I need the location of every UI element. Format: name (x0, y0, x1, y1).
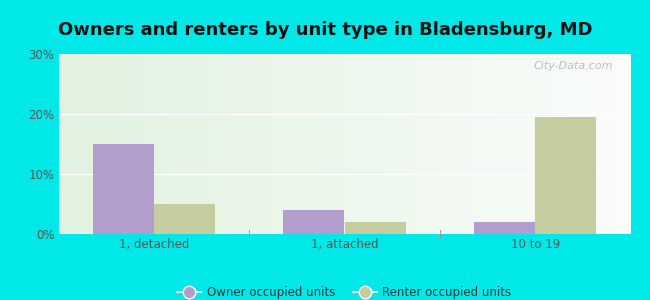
Bar (93, 144, 154, 234)
Bar (283, 210, 344, 234)
Legend: Owner occupied units, Renter occupied units: Owner occupied units, Renter occupied un… (173, 281, 516, 300)
Bar (344, 222, 406, 234)
Bar (535, 117, 596, 234)
Text: Owners and renters by unit type in Bladensburg, MD: Owners and renters by unit type in Blade… (58, 21, 592, 39)
Bar (474, 222, 535, 234)
Text: City-Data.com: City-Data.com (534, 61, 614, 71)
Bar (154, 204, 215, 234)
